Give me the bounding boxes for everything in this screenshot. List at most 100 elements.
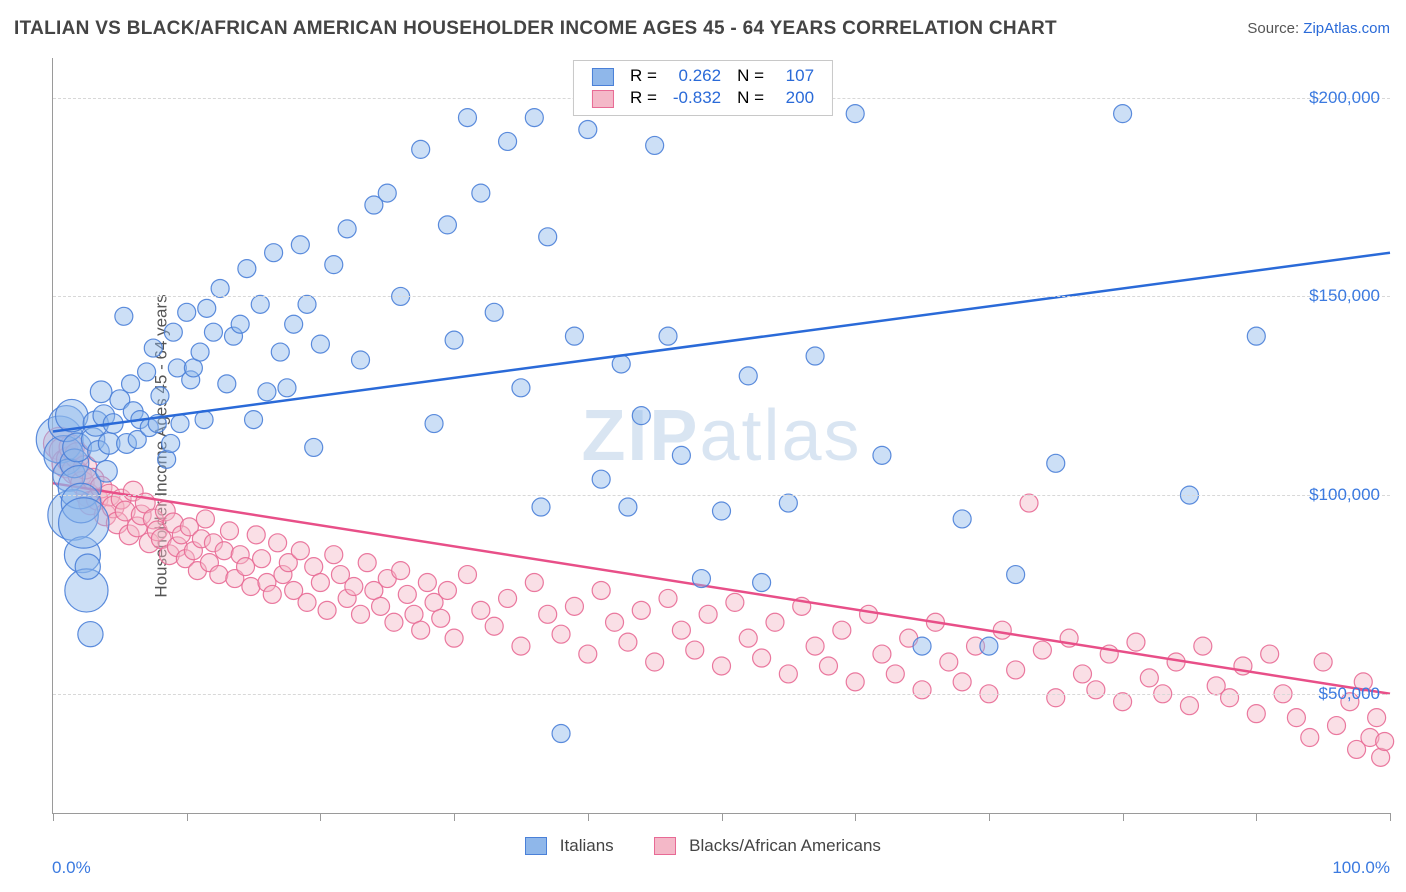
data-point xyxy=(191,343,209,361)
data-point xyxy=(539,228,557,246)
data-point xyxy=(285,315,303,333)
x-tick xyxy=(320,813,321,821)
data-point xyxy=(144,339,162,357)
data-point xyxy=(659,589,677,607)
data-point xyxy=(311,335,329,353)
r-label: R = xyxy=(622,87,665,109)
data-point xyxy=(196,510,214,528)
data-point xyxy=(692,570,710,588)
data-point xyxy=(298,295,316,313)
y-tick-label: $100,000 xyxy=(1309,485,1380,505)
data-point xyxy=(632,407,650,425)
data-point xyxy=(271,343,289,361)
data-point xyxy=(592,581,610,599)
data-point xyxy=(565,327,583,345)
gridline xyxy=(53,495,1390,496)
data-point xyxy=(432,609,450,627)
data-point xyxy=(1047,689,1065,707)
data-point xyxy=(325,546,343,564)
data-point xyxy=(291,236,309,254)
data-point xyxy=(1301,729,1319,747)
data-point xyxy=(980,637,998,655)
plot-area: ZIPatlas $50,000$100,000$150,000$200,000 xyxy=(52,58,1390,814)
data-point xyxy=(886,665,904,683)
data-point xyxy=(1376,732,1394,750)
data-point xyxy=(699,605,717,623)
data-point xyxy=(806,637,824,655)
data-point xyxy=(278,379,296,397)
data-point xyxy=(565,597,583,615)
data-point xyxy=(512,379,530,397)
data-point xyxy=(458,566,476,584)
data-point xyxy=(231,315,249,333)
data-point xyxy=(247,526,265,544)
data-point xyxy=(612,355,630,373)
data-point xyxy=(245,411,263,429)
data-point xyxy=(204,323,222,341)
legend-label-blacks: Blacks/African Americans xyxy=(689,836,881,855)
data-point xyxy=(1073,665,1091,683)
data-point xyxy=(445,629,463,647)
data-point xyxy=(425,415,443,433)
data-point xyxy=(305,438,323,456)
data-point xyxy=(525,574,543,592)
data-point xyxy=(358,554,376,572)
x-tick xyxy=(989,813,990,821)
data-point xyxy=(726,593,744,611)
data-point xyxy=(739,629,757,647)
swatch-italians xyxy=(592,68,614,86)
data-point xyxy=(646,136,664,154)
data-point xyxy=(311,574,329,592)
x-tick xyxy=(187,813,188,821)
data-point xyxy=(210,566,228,584)
x-tick xyxy=(1256,813,1257,821)
data-point xyxy=(162,434,180,452)
data-point xyxy=(686,641,704,659)
data-point xyxy=(525,109,543,127)
data-point xyxy=(713,502,731,520)
x-axis-min-label: 0.0% xyxy=(52,858,91,878)
data-point xyxy=(298,593,316,611)
data-point xyxy=(532,498,550,516)
data-point xyxy=(378,184,396,202)
data-point xyxy=(211,279,229,297)
x-tick xyxy=(1123,813,1124,821)
x-tick xyxy=(1390,813,1391,821)
data-point xyxy=(499,589,517,607)
r-label: R = xyxy=(622,65,665,87)
legend-row-blacks: R = -0.832 N = 200 xyxy=(584,87,822,109)
data-point xyxy=(846,673,864,691)
data-point xyxy=(953,510,971,528)
y-tick-label: $50,000 xyxy=(1319,684,1380,704)
legend-item-blacks: Blacks/African Americans xyxy=(654,836,881,856)
x-tick xyxy=(53,813,54,821)
data-point xyxy=(412,621,430,639)
x-tick xyxy=(855,813,856,821)
source-link[interactable]: ZipAtlas.com xyxy=(1303,20,1390,37)
n-value-blacks: 200 xyxy=(772,87,822,109)
data-point xyxy=(552,725,570,743)
data-point xyxy=(753,649,771,667)
data-point xyxy=(606,613,624,631)
data-point xyxy=(953,673,971,691)
trend-line xyxy=(53,253,1390,432)
data-point xyxy=(1033,641,1051,659)
data-point xyxy=(1007,566,1025,584)
data-point xyxy=(846,105,864,123)
data-point xyxy=(251,295,269,313)
gridline xyxy=(53,296,1390,297)
data-point xyxy=(552,625,570,643)
data-point xyxy=(96,460,118,482)
data-point xyxy=(90,381,112,403)
data-point xyxy=(779,665,797,683)
source-label: Source: xyxy=(1247,20,1299,37)
data-point xyxy=(993,621,1011,639)
data-point xyxy=(1180,697,1198,715)
data-point xyxy=(1114,693,1132,711)
data-point xyxy=(258,383,276,401)
data-point xyxy=(1221,689,1239,707)
data-point xyxy=(220,522,238,540)
data-point xyxy=(445,331,463,349)
data-point xyxy=(1287,709,1305,727)
data-point xyxy=(1114,105,1132,123)
